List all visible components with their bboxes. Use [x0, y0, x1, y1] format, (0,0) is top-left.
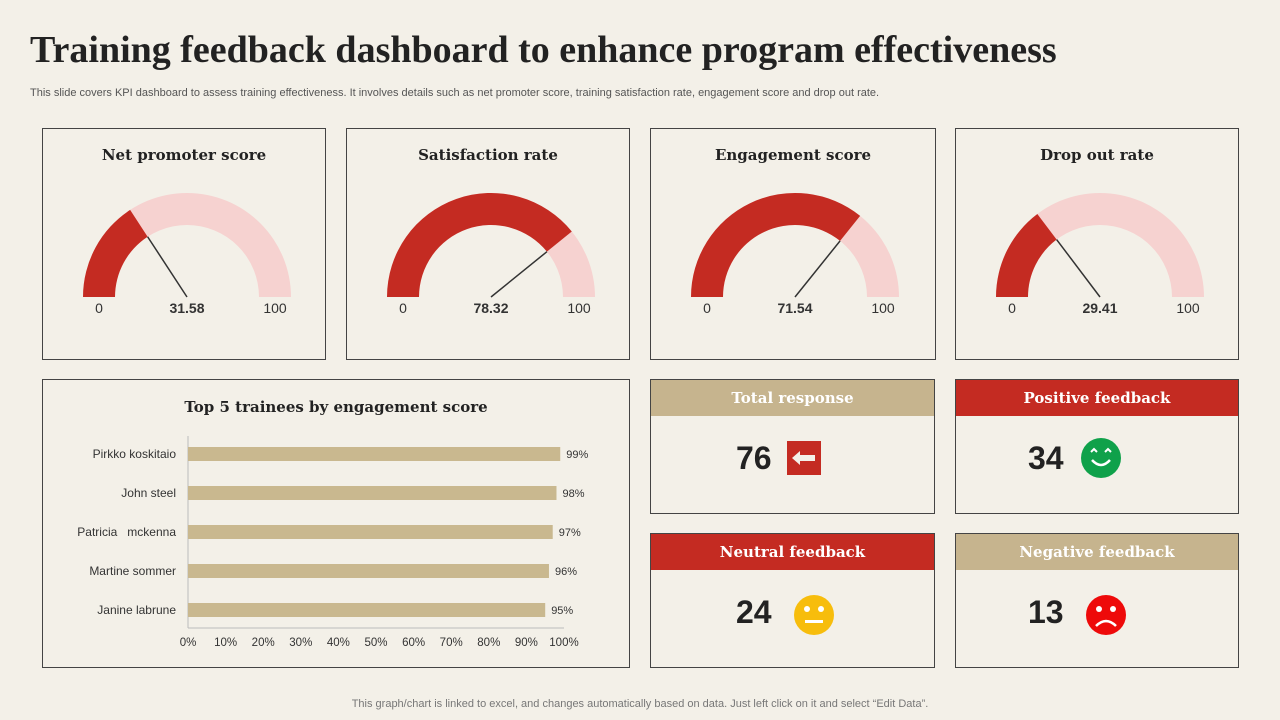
gauge-fill [691, 193, 861, 297]
gauge: 0 100 29.41 [996, 193, 1204, 316]
gauge-value-label: 78.32 [473, 300, 508, 316]
data-label: 96% [555, 566, 577, 578]
kpi-neutral-feedback: Neutral feedback 24 [650, 533, 935, 668]
gauge-max-label: 100 [1176, 300, 1200, 316]
kpi-value: 76 [736, 440, 772, 476]
kpi-header: Total response [651, 380, 934, 416]
category-label: Martine sommer [89, 564, 176, 578]
x-tick-label: 20% [252, 637, 275, 649]
kpi-header: Positive feedback [956, 380, 1238, 416]
gauge-min-label: 0 [703, 300, 711, 316]
data-label: 99% [566, 449, 588, 461]
gauge-fill [387, 193, 572, 297]
sad-face-icon [1086, 595, 1126, 635]
gauge-value-label: 31.58 [169, 300, 204, 316]
x-tick-label: 0% [180, 637, 197, 649]
gauge-min-label: 0 [399, 300, 407, 316]
x-tick-label: 70% [440, 637, 463, 649]
bar [188, 486, 557, 500]
kpi-positive-feedback: Positive feedback 34 [955, 379, 1239, 514]
gauge-max-label: 100 [263, 300, 287, 316]
gauge-title: Engagement score [714, 146, 872, 164]
gauge-needle [794, 240, 841, 298]
bar [188, 564, 549, 578]
gauge-needle [490, 251, 548, 298]
category-label: John steel [121, 486, 176, 500]
x-tick-label: 10% [214, 637, 237, 649]
gauge-max-label: 100 [567, 300, 591, 316]
happy-face-icon [1081, 438, 1121, 478]
arrow-left-icon [787, 441, 821, 475]
kpi-negative-feedback: Negative feedback 13 [955, 533, 1239, 668]
kpi-value: 34 [1028, 440, 1064, 476]
footer-note: This graph/chart is linked to excel, and… [351, 698, 929, 710]
x-tick-label: 50% [364, 637, 387, 649]
bar-chart: Pirkko koskitaio 99% John steel 98% Patricia… [77, 436, 588, 649]
neutral-face-icon [794, 595, 834, 635]
gauge-fill [83, 209, 148, 297]
bar-chart-title: Top 5 trainees by engagement score [184, 398, 488, 416]
kpi-header: Negative feedback [956, 534, 1238, 570]
kpi-value: 24 [736, 594, 772, 630]
gauge-title: Drop out rate [1040, 146, 1154, 164]
x-tick-label: 100% [549, 637, 578, 649]
gauge-title: Satisfaction rate [418, 146, 558, 164]
kpi-total-response: Total response 76 [650, 379, 935, 514]
x-tick-label: 60% [402, 637, 425, 649]
gauge-title: Net promoter score [101, 146, 267, 164]
gauge-card-engagement: Engagement score 0 100 71.54 [650, 128, 936, 360]
data-label: 95% [551, 605, 573, 617]
gauge-value-label: 71.54 [777, 300, 812, 316]
kpi-value: 13 [1028, 594, 1064, 630]
bar-chart-card: Top 5 trainees by engagement score Pirkk… [42, 379, 630, 668]
x-tick-label: 30% [289, 637, 312, 649]
bar [188, 447, 561, 461]
gauge: 0 100 31.58 [83, 193, 291, 316]
category-label: Patricia mckenna [77, 525, 176, 539]
gauge-needle [1056, 239, 1101, 298]
gauge-min-label: 0 [1008, 300, 1016, 316]
category-label: Pirkko koskitaio [93, 447, 177, 461]
page-subtitle: This slide covers KPI dashboard to asses… [30, 87, 880, 99]
data-label: 97% [559, 527, 581, 539]
gauge-card-net-promoter: Net promoter score 0 100 31.58 [42, 128, 326, 360]
page-title: Training feedback dashboard to enhance p… [30, 29, 1057, 71]
kpi-header: Neutral feedback [651, 534, 934, 570]
x-tick-label: 80% [477, 637, 500, 649]
gauge-needle [146, 236, 188, 298]
gauge-fill [996, 214, 1057, 297]
bar [188, 603, 546, 617]
category-label: Janine labrune [97, 603, 176, 617]
x-tick-label: 40% [327, 637, 350, 649]
bar [188, 525, 553, 539]
gauge: 0 100 71.54 [691, 193, 899, 316]
gauge-max-label: 100 [871, 300, 895, 316]
gauge-value-label: 29.41 [1082, 300, 1117, 316]
x-tick-label: 90% [515, 637, 538, 649]
gauge: 0 100 78.32 [387, 193, 595, 316]
gauge-min-label: 0 [95, 300, 103, 316]
gauge-track [996, 193, 1204, 297]
gauge-card-satisfaction: Satisfaction rate 0 100 78.32 [346, 128, 630, 360]
data-label: 98% [562, 488, 584, 500]
gauge-card-dropout: Drop out rate 0 100 29.41 [955, 128, 1239, 360]
